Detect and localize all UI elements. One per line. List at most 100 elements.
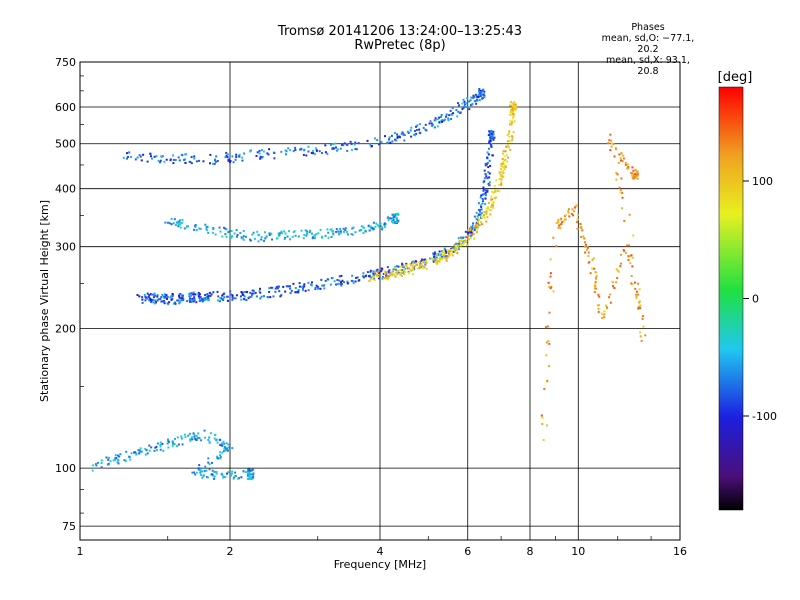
echo-point	[385, 272, 388, 274]
echo-point	[230, 230, 233, 232]
echo-point	[225, 154, 228, 157]
echo-point	[213, 162, 216, 165]
echo-point	[594, 285, 597, 288]
echo-point	[134, 452, 137, 455]
echo-point	[392, 270, 395, 273]
echo-point	[499, 172, 502, 175]
echo-point	[489, 142, 491, 145]
echo-point	[610, 145, 613, 148]
echo-point	[249, 469, 252, 472]
echo-point	[327, 236, 330, 239]
echo-point	[259, 287, 261, 290]
echo-point	[490, 205, 493, 208]
echo-point	[253, 237, 256, 240]
echo-point	[173, 218, 176, 221]
echo-point	[215, 155, 218, 158]
echo-point	[194, 224, 197, 226]
echo-point	[583, 237, 586, 240]
echo-point	[356, 276, 359, 279]
echo-point	[216, 455, 219, 458]
echo-point	[183, 433, 186, 436]
echo-point	[155, 448, 158, 451]
echo-point	[440, 254, 443, 257]
echo-point	[400, 132, 403, 135]
echo-point	[634, 288, 637, 290]
echo-point	[249, 477, 252, 480]
echo-point	[346, 280, 349, 283]
echo-point	[168, 440, 170, 443]
echo-point	[210, 473, 213, 476]
echo-point	[481, 89, 484, 92]
echo-point	[410, 269, 413, 272]
chart-title: Tromsø 20141206 13:24:00–13:25:43	[277, 24, 523, 39]
echo-point	[505, 145, 508, 148]
echo-point	[462, 107, 465, 109]
echo-point	[249, 296, 252, 298]
echo-point	[514, 109, 516, 112]
echo-point	[587, 251, 590, 254]
echo-point	[549, 287, 552, 289]
echo-point	[395, 218, 398, 221]
colorbar-ticks: -100 0 100	[743, 175, 777, 423]
echo-point	[324, 234, 327, 237]
echo-point	[190, 438, 193, 441]
echo-point	[642, 315, 644, 318]
echo-point	[449, 109, 452, 112]
echo-point	[178, 219, 181, 222]
echo-point	[268, 234, 271, 236]
colorbar	[718, 86, 744, 511]
echo-point	[268, 287, 271, 290]
echo-point	[190, 156, 193, 159]
echo-point	[396, 133, 399, 136]
phase-o-stats: mean, sd,O: −77.1, 20.2	[601, 33, 695, 55]
echo-point	[211, 162, 214, 165]
echo-point	[203, 298, 206, 301]
echo-point	[636, 174, 639, 177]
echo-point	[180, 294, 183, 297]
echo-point	[488, 130, 491, 133]
echo-point	[509, 123, 511, 126]
echo-point	[135, 453, 138, 456]
echo-point	[640, 339, 643, 342]
echo-point	[240, 476, 243, 479]
echo-point	[456, 115, 459, 118]
echo-point	[221, 474, 224, 477]
echo-point	[330, 236, 333, 238]
echo-point	[407, 272, 410, 275]
echo-point	[486, 210, 489, 213]
echo-point	[338, 275, 341, 278]
echo-point	[277, 234, 280, 237]
chart-subtitle: RwPretec (8p)	[354, 38, 446, 53]
echo-point	[287, 285, 290, 288]
echo-point	[294, 149, 297, 151]
echo-point	[400, 269, 403, 272]
echo-point	[478, 90, 481, 93]
echo-point	[375, 222, 378, 225]
echo-point	[476, 215, 479, 218]
echo-point	[441, 253, 444, 256]
echo-point	[384, 270, 387, 273]
echo-point	[212, 231, 215, 234]
echo-point	[140, 159, 143, 162]
echo-point	[606, 306, 609, 309]
echo-point	[436, 125, 439, 128]
echo-point	[164, 295, 167, 298]
echo-point	[424, 262, 427, 265]
echo-point	[157, 298, 160, 301]
echo-point	[478, 213, 481, 216]
echo-point	[224, 233, 227, 236]
echo-point	[471, 233, 474, 236]
echo-point	[313, 236, 316, 239]
echo-point	[283, 230, 286, 233]
echo-point	[340, 282, 343, 285]
echo-point	[624, 161, 627, 164]
echo-point	[133, 451, 136, 454]
echo-point	[451, 107, 454, 110]
echo-point	[402, 133, 405, 136]
echo-point	[512, 117, 514, 120]
echo-point	[466, 244, 469, 247]
echo-point	[575, 221, 578, 224]
echo-point	[419, 132, 422, 135]
echo-point	[634, 293, 637, 296]
echo-point	[436, 262, 438, 265]
